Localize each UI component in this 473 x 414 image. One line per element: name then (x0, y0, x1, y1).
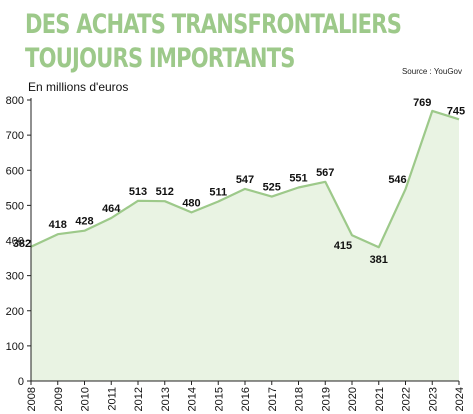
x-tick-label: 2016 (240, 387, 252, 411)
data-label: 415 (334, 240, 352, 252)
x-tick-label: 2010 (80, 387, 92, 411)
data-label: 551 (289, 172, 307, 184)
x-tick-label: 2008 (26, 387, 38, 411)
x-tick-label: 2014 (187, 387, 199, 411)
x-tick-label: 2011 (106, 387, 118, 411)
data-label: 511 (209, 187, 227, 199)
chart-title-line-2: TOUJOURS IMPORTANTS (25, 43, 295, 74)
y-tick-label: 100 (6, 341, 24, 353)
x-tick-label: 2024 (454, 387, 466, 411)
y-tick-label: 0 (18, 376, 24, 388)
y-tick-label: 500 (6, 200, 24, 212)
x-tick-label: 2022 (401, 387, 413, 411)
area-fill (31, 110, 459, 382)
data-label: 745 (447, 105, 465, 117)
y-tick-label: 400 (6, 236, 24, 248)
data-label: 381 (370, 254, 388, 266)
y-tick-label: 600 (6, 165, 24, 177)
data-label: 464 (102, 203, 121, 215)
data-label: 418 (49, 219, 67, 231)
x-tick-label: 2021 (374, 387, 386, 411)
data-label: 547 (236, 174, 254, 186)
x-tick-label: 2017 (267, 387, 279, 411)
x-tick-label: 2023 (427, 387, 439, 411)
x-tick-label: 2019 (320, 387, 332, 411)
data-label: 567 (316, 167, 334, 179)
unit-label: En millions d'euros (28, 80, 129, 94)
series-line (30, 109, 460, 249)
x-tick-label: 2012 (133, 387, 145, 411)
data-label: 428 (75, 216, 93, 228)
data-label: 513 (129, 186, 147, 198)
x-tick-label: 2018 (294, 387, 306, 411)
x-tick-label: 2013 (160, 387, 172, 411)
data-label: 525 (263, 182, 281, 194)
x-tick-label: 2015 (213, 387, 225, 411)
y-tick-label: 200 (6, 306, 24, 318)
data-label: 769 (413, 97, 431, 109)
chart-title-line-1: DES ACHATS TRANSFRONTALIERS (25, 9, 402, 40)
data-label: 546 (388, 174, 406, 186)
data-label: 382 (13, 238, 31, 250)
source-note: Source : YouGov (401, 67, 462, 76)
x-tick-label: 2020 (347, 387, 359, 411)
y-tick-label: 300 (6, 271, 24, 283)
y-tick-label: 700 (6, 130, 24, 142)
x-tick-label: 2009 (53, 387, 65, 411)
data-label: 480 (182, 197, 200, 209)
data-label: 512 (156, 186, 174, 198)
y-tick-label: 800 (6, 95, 24, 107)
